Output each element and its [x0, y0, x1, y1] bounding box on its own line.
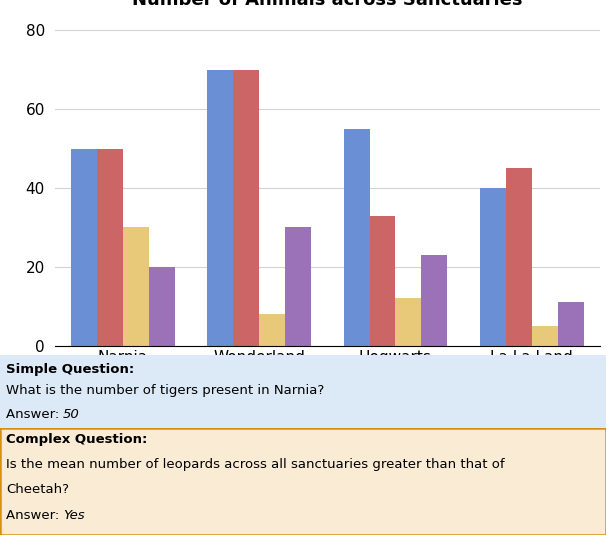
Bar	[259, 314, 285, 346]
Bar	[285, 227, 311, 346]
Text: Is the mean number of leopards across all sanctuaries greater than that of: Is the mean number of leopards across al…	[6, 458, 505, 471]
Text: Answer:: Answer:	[6, 408, 64, 421]
Bar	[122, 227, 148, 346]
Title: Number of Animals across Sanctuaries: Number of Animals across Sanctuaries	[132, 0, 522, 9]
Bar	[395, 298, 421, 346]
Bar	[421, 255, 447, 346]
Bar	[370, 215, 396, 346]
Bar	[233, 70, 259, 346]
FancyBboxPatch shape	[0, 355, 606, 428]
Text: Simple Question:: Simple Question:	[6, 363, 135, 376]
Bar	[532, 326, 558, 346]
Text: 50: 50	[63, 408, 80, 421]
Bar	[148, 267, 175, 346]
Text: Answer:: Answer:	[6, 509, 64, 522]
Text: Complex Question:: Complex Question:	[6, 434, 147, 447]
Text: Yes: Yes	[63, 509, 85, 522]
Bar	[506, 168, 531, 346]
Bar	[71, 148, 97, 346]
FancyBboxPatch shape	[0, 428, 606, 535]
Bar	[207, 70, 233, 346]
Bar	[480, 188, 506, 346]
Bar	[97, 148, 122, 346]
Bar	[558, 302, 584, 346]
Bar	[344, 129, 370, 346]
Text: Cheetah?: Cheetah?	[6, 483, 69, 496]
Text: What is the number of tigers present in Narnia?: What is the number of tigers present in …	[6, 384, 324, 397]
